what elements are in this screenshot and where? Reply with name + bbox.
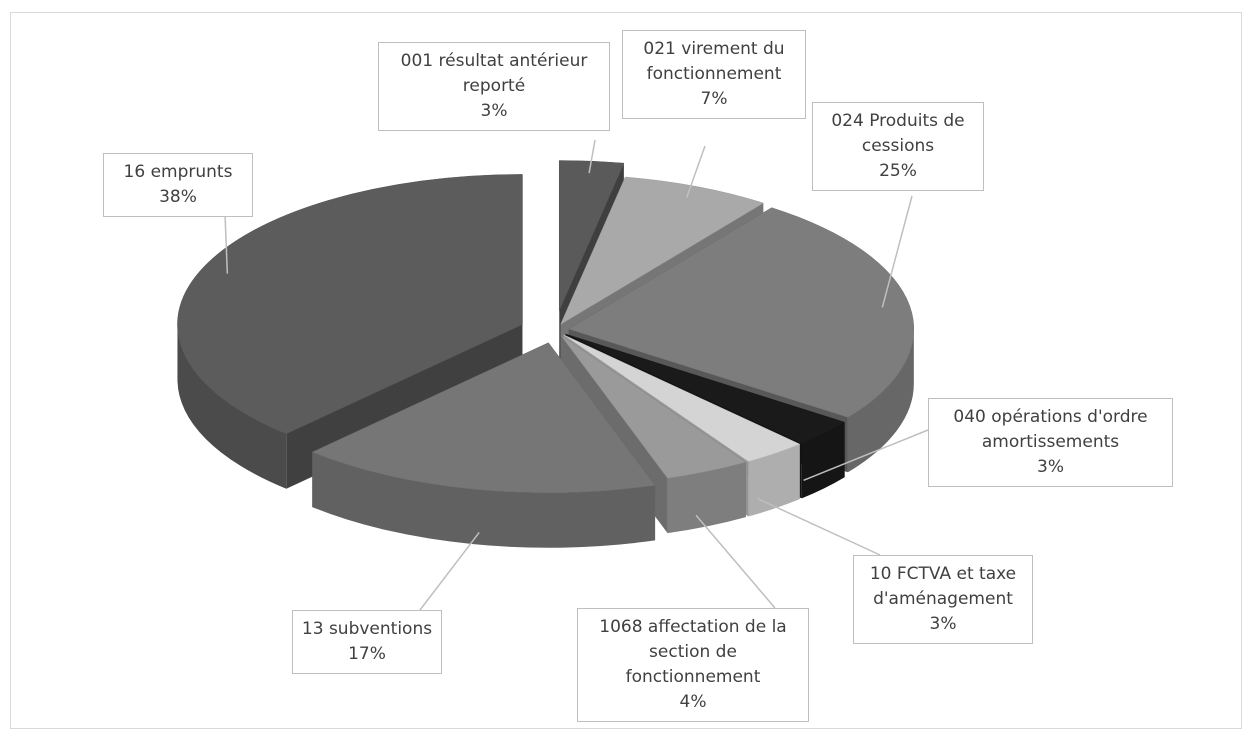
slice-side (847, 329, 914, 473)
leader-line (881, 195, 913, 308)
slice (560, 176, 764, 326)
category-label: 024 Produits de cessions (831, 111, 965, 156)
leader-line (588, 139, 596, 174)
value-label: 17% (348, 644, 386, 664)
category-label: 040 opérations d'ordre amortissements (953, 407, 1148, 452)
leader-line (803, 429, 929, 481)
value-label: 3% (480, 101, 508, 121)
slice-side (312, 452, 656, 548)
category-label: 10 FCTVA et taxe d'aménagement (869, 564, 1017, 609)
data-label: 16 emprunts 38% (103, 153, 253, 217)
leader-line (695, 514, 776, 609)
slice (565, 333, 846, 444)
slice (311, 342, 656, 493)
slice (563, 334, 801, 462)
chart-frame (10, 12, 1242, 729)
slice-side (177, 324, 287, 489)
data-label: 001 résultat antérieur reporté 3% (378, 42, 610, 131)
data-label: 021 virement du fonctionnement 7% (622, 30, 806, 119)
value-label: 3% (929, 614, 957, 634)
data-label: 1068 affectation de la section de foncti… (577, 608, 809, 722)
data-label: 13 subventions 17% (292, 610, 442, 674)
data-label: 024 Produits de cessions 25% (812, 102, 984, 191)
value-label: 3% (1037, 457, 1064, 477)
leader-line (757, 498, 881, 556)
value-label: 38% (159, 187, 197, 207)
value-label: 7% (700, 89, 728, 109)
data-label: 040 opérations d'ordre amortissements 3% (928, 398, 1173, 487)
value-label: 25% (879, 161, 917, 181)
category-label: 16 emprunts (123, 162, 233, 182)
leader-line (419, 531, 480, 611)
slice-side (748, 444, 800, 517)
category-label: 13 subventions (301, 619, 433, 639)
leader-line (224, 213, 229, 274)
slice-side (667, 462, 746, 534)
category-label: 021 virement du fonctionnement (643, 39, 785, 84)
leader-line (685, 145, 706, 199)
slice (560, 335, 747, 479)
category-label: 1068 affectation de la section de foncti… (599, 617, 787, 687)
slice (177, 174, 523, 435)
slice-side (801, 422, 845, 499)
data-label: 10 FCTVA et taxe d'aménagement 3% (853, 555, 1033, 644)
category-label: 001 résultat antérieur reporté (400, 51, 588, 96)
slice (568, 207, 915, 418)
value-label: 4% (679, 692, 707, 712)
